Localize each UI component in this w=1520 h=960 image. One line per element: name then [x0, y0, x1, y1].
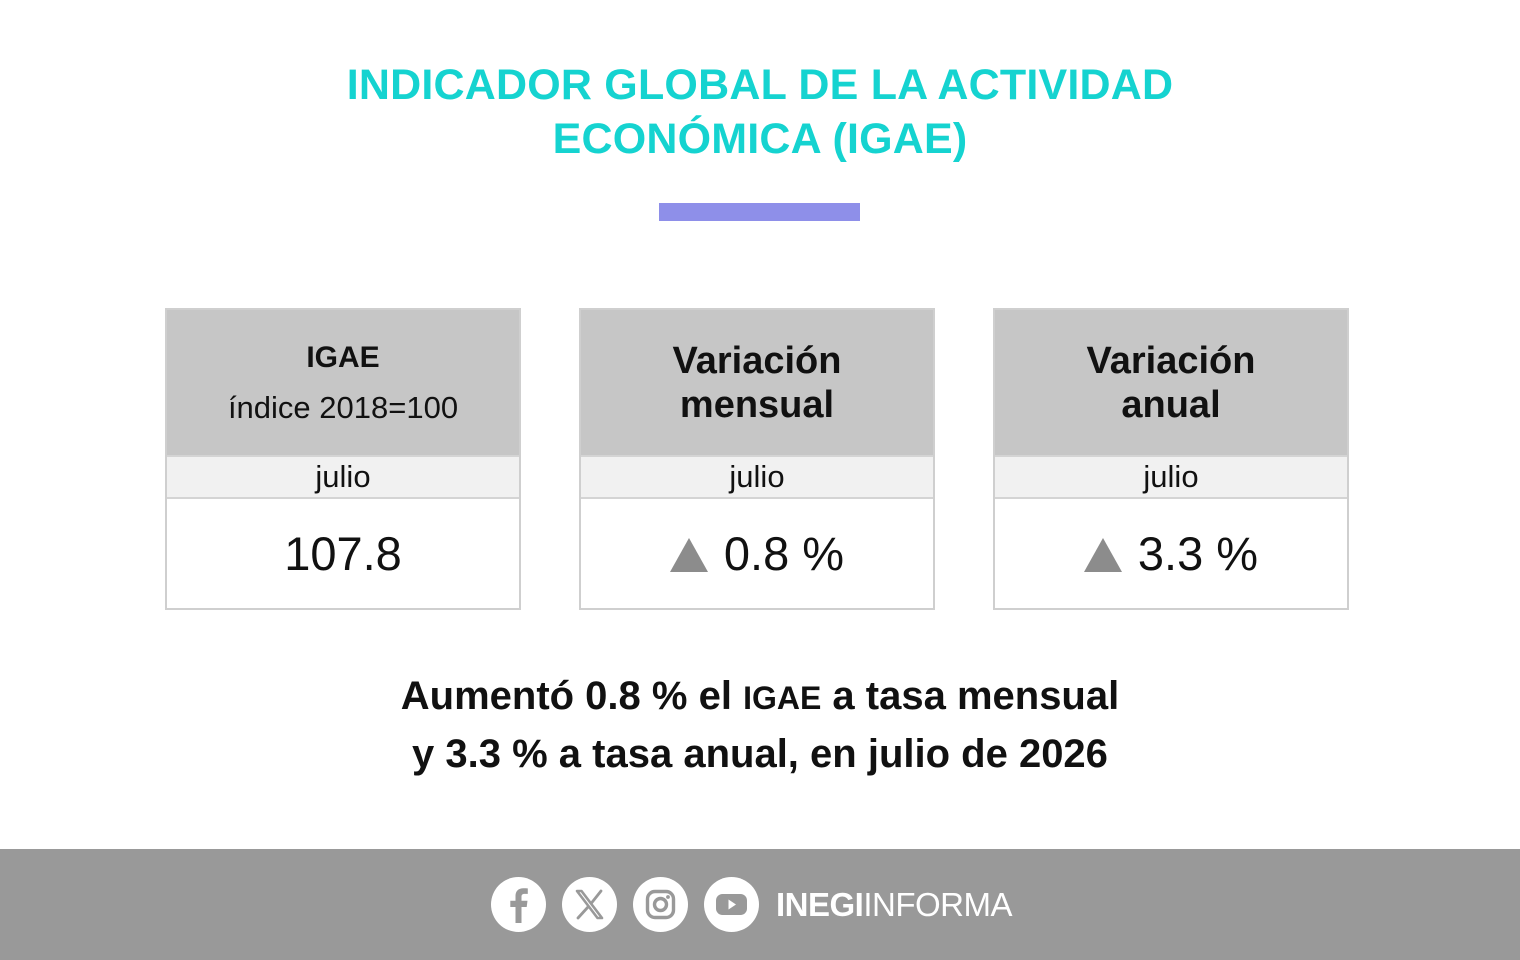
facebook-icon[interactable] — [491, 877, 546, 932]
brand-regular: INFORMA — [863, 886, 1013, 923]
card-value: 107.8 — [167, 499, 519, 608]
card-variacion-anual: Variación anual julio 3.3 % — [993, 308, 1349, 610]
card-value-text: 0.8 % — [723, 527, 845, 580]
headline-line-2: y 3.3 % a tasa anual, en julio de 2026 — [412, 732, 1108, 776]
title-line-2: ECONÓMICA (IGAE) — [552, 115, 968, 163]
headline-part-igae: IGAE — [743, 680, 822, 716]
card-subtitle: índice 2018=100 — [227, 389, 459, 425]
x-icon[interactable] — [562, 877, 617, 932]
card-title-line-2: mensual — [679, 383, 835, 426]
brand-bold: INEGI — [776, 886, 864, 923]
instagram-icon[interactable] — [633, 877, 688, 932]
headline-line-1: Aumentó 0.8 % el IGAE a tasa mensual — [0, 668, 1520, 726]
card-variacion-mensual: Variación mensual julio 0.8 % — [579, 308, 935, 610]
card-month: julio — [167, 455, 519, 499]
up-triangle-icon — [669, 537, 708, 572]
headline: Aumentó 0.8 % el IGAE a tasa mensual y 3… — [0, 668, 1520, 782]
card-month: julio — [581, 455, 933, 499]
page-title: INDICADOR GLOBAL DE LA ACTIVIDAD ECONÓMI… — [0, 58, 1520, 166]
card-value: 3.3 % — [995, 499, 1347, 608]
card-header: Variación anual — [995, 310, 1347, 455]
card-title: IGAE — [306, 340, 380, 374]
card-value: 0.8 % — [581, 499, 933, 608]
card-value-text: 3.3 % — [1137, 527, 1259, 580]
card-igae: IGAE índice 2018=100 julio 107.8 — [165, 308, 521, 610]
card-title-line-2: anual — [1121, 383, 1221, 426]
headline-part-a: Aumentó 0.8 % el — [400, 674, 744, 718]
card-header: Variación mensual — [581, 310, 933, 455]
card-title-line-1: Variación — [1086, 339, 1256, 382]
card-value-text: 107.8 — [284, 527, 402, 580]
youtube-icon[interactable] — [704, 877, 759, 932]
accent-bar — [659, 203, 860, 221]
card-month: julio — [995, 455, 1347, 499]
title-line-1: INDICADOR GLOBAL DE LA ACTIVIDAD — [346, 61, 1174, 109]
card-header: IGAE índice 2018=100 — [167, 310, 519, 455]
card-title-line-1: Variación — [672, 339, 842, 382]
brand-wordmark[interactable]: INEGIINFORMA — [776, 883, 1013, 927]
footer-bar: INEGIINFORMA — [0, 849, 1520, 960]
headline-part-c: a tasa mensual — [821, 674, 1120, 718]
up-triangle-icon — [1083, 537, 1122, 572]
